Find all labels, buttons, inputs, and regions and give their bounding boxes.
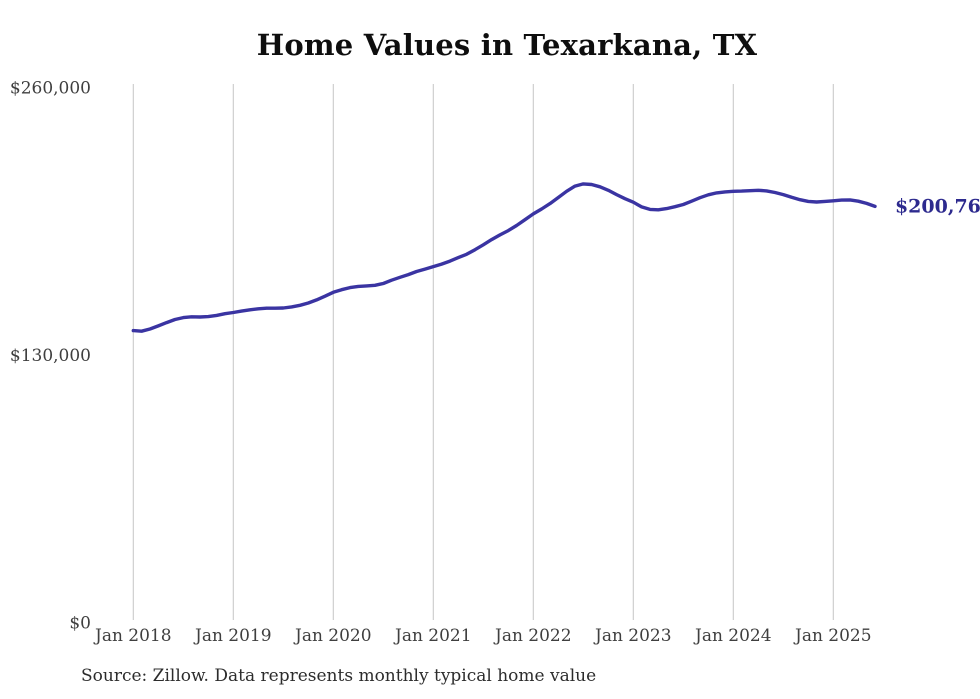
x-tick-label: Jan 2018 — [93, 626, 172, 646]
x-tick-label: Jan 2019 — [193, 626, 272, 646]
end-value-label: $200,761 — [895, 195, 980, 217]
x-tick-label: Jan 2021 — [393, 626, 472, 646]
x-tick-label: Jan 2025 — [793, 626, 872, 646]
y-tick-label: $130,000 — [10, 346, 91, 366]
value-line — [131, 182, 877, 333]
x-tick-label: Jan 2022 — [493, 626, 572, 646]
y-tick-label: $260,000 — [10, 79, 91, 99]
x-tick-label: Jan 2024 — [693, 626, 772, 646]
chart-title: Home Values in Texarkana, TX — [256, 28, 758, 62]
source-note: Source: Zillow. Data represents monthly … — [81, 666, 597, 686]
x-tick-label: Jan 2023 — [593, 626, 672, 646]
x-tick-label: Jan 2020 — [293, 626, 372, 646]
y-tick-label: $0 — [69, 614, 91, 634]
